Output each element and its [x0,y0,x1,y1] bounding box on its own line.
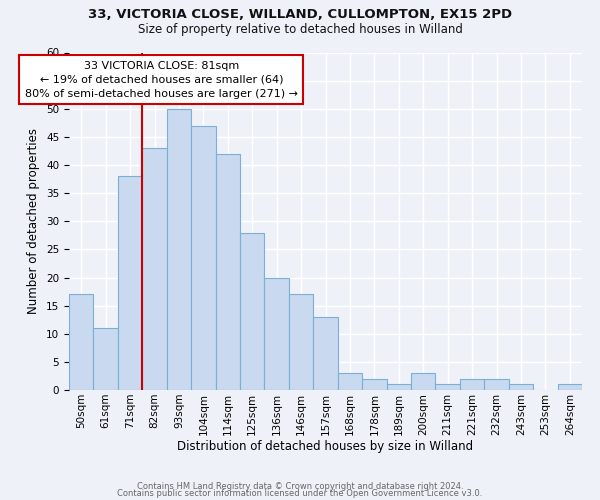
Bar [313,317,338,390]
Bar [142,148,167,390]
Text: 33, VICTORIA CLOSE, WILLAND, CULLOMPTON, EX15 2PD: 33, VICTORIA CLOSE, WILLAND, CULLOMPTON,… [88,8,512,20]
Text: Contains public sector information licensed under the Open Government Licence v3: Contains public sector information licen… [118,490,482,498]
Bar [386,384,411,390]
Bar [265,278,289,390]
Bar [484,379,509,390]
Bar [118,176,142,390]
Bar [509,384,533,390]
Bar [557,384,582,390]
Bar [436,384,460,390]
Bar [289,294,313,390]
Text: 33 VICTORIA CLOSE: 81sqm
← 19% of detached houses are smaller (64)
80% of semi-d: 33 VICTORIA CLOSE: 81sqm ← 19% of detach… [25,61,298,99]
Y-axis label: Number of detached properties: Number of detached properties [28,128,40,314]
Text: Contains HM Land Registry data © Crown copyright and database right 2024.: Contains HM Land Registry data © Crown c… [137,482,463,491]
Bar [411,373,436,390]
Bar [362,379,386,390]
Bar [460,379,484,390]
Bar [94,328,118,390]
Bar [69,294,94,390]
Text: Size of property relative to detached houses in Willand: Size of property relative to detached ho… [137,22,463,36]
Bar [240,232,265,390]
Bar [215,154,240,390]
X-axis label: Distribution of detached houses by size in Willand: Distribution of detached houses by size … [178,440,473,454]
Bar [167,109,191,390]
Bar [338,373,362,390]
Bar [191,126,215,390]
